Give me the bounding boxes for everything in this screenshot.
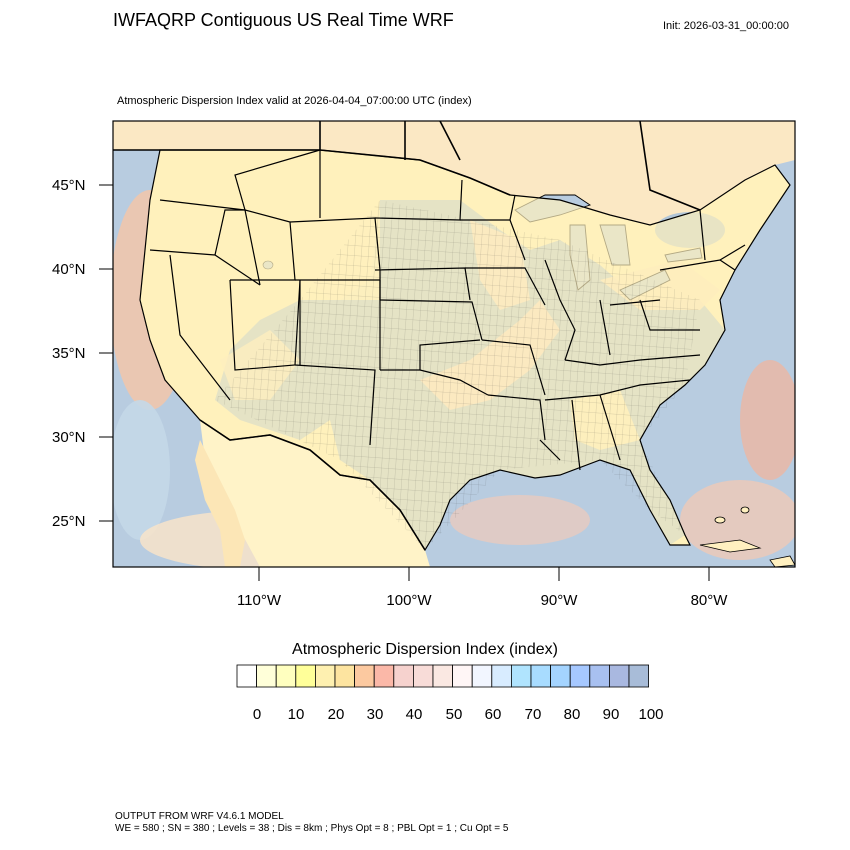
colorbar-box	[589, 664, 610, 688]
colorbar-tick: 10	[288, 706, 305, 723]
footer-config: WE = 580 ; SN = 380 ; Levels = 38 ; Dis …	[115, 823, 509, 834]
colorbar-box	[471, 664, 493, 688]
colorbar-box	[510, 664, 532, 688]
colorbar-tick: 100	[638, 706, 663, 723]
lon-label-80: 80°W	[691, 592, 729, 609]
state-boundaries	[139, 149, 791, 552]
init-time: Init: 2026-03-31_00:00:00	[663, 20, 789, 32]
colorbar-tick: 40	[406, 706, 423, 723]
colorbar-tick: 0	[253, 706, 261, 723]
colorbar-boxes	[236, 664, 650, 688]
colorbar-tick: 50	[446, 706, 463, 723]
lat-label-35: 35°N	[52, 345, 86, 362]
longitude-ticks	[258, 567, 710, 581]
colorbar-tick: 30	[367, 706, 384, 723]
colorbar-tick: 90	[603, 706, 620, 723]
colorbar-tick: 70	[525, 706, 542, 723]
colorbar-box	[275, 664, 297, 688]
lon-label-90: 90°W	[541, 592, 579, 609]
map-field	[113, 121, 795, 567]
colorbar-box	[452, 664, 473, 688]
latitude-ticks	[99, 184, 113, 522]
lon-label-100: 100°W	[386, 592, 432, 609]
plot-subtitle: Atmospheric Dispersion Index valid at 20…	[117, 95, 472, 107]
lat-label-30: 30°N	[52, 429, 86, 446]
colorbar-box	[393, 664, 414, 688]
main-title: IWFAQRP Contiguous US Real Time WRF	[113, 10, 454, 30]
colorbar-tick: 20	[328, 706, 345, 723]
colorbar-box	[491, 664, 512, 688]
colorbar-box	[412, 664, 434, 688]
colorbar-box	[236, 664, 258, 688]
colorbar-box	[628, 664, 650, 688]
colorbar-box	[373, 664, 395, 688]
colorbar-box	[550, 664, 571, 688]
map-frame	[112, 120, 796, 568]
colorbar-tick-labels: 0 10 20 30 40 50 60 70 80 90 100	[253, 706, 664, 723]
colorbar-box	[432, 664, 454, 688]
colorbar-box	[354, 664, 375, 688]
colorbar-box	[314, 664, 336, 688]
colorbar: 0 10 20 30 40 50 60 70 80 90 100	[236, 664, 664, 723]
colorbar-box	[295, 664, 316, 688]
colorbar-box	[530, 664, 552, 688]
colorbar-title: Atmospheric Dispersion Index (index)	[292, 641, 558, 658]
lat-label-40: 40°N	[52, 261, 86, 278]
lat-label-25: 25°N	[52, 513, 86, 530]
colorbar-box	[334, 664, 356, 688]
colorbar-box	[569, 664, 591, 688]
colorbar-box	[256, 664, 277, 688]
colorbar-tick: 80	[564, 706, 581, 723]
lon-label-110: 110°W	[237, 592, 282, 609]
colorbar-box	[609, 664, 630, 688]
lat-label-45: 45°N	[52, 177, 86, 194]
map-plot: 45°N 40°N 35°N 30°N 25°N 110°W 100°W 90°…	[52, 120, 796, 609]
footer-model: OUTPUT FROM WRF V4.6.1 MODEL	[115, 811, 284, 822]
colorbar-tick: 60	[485, 706, 502, 723]
